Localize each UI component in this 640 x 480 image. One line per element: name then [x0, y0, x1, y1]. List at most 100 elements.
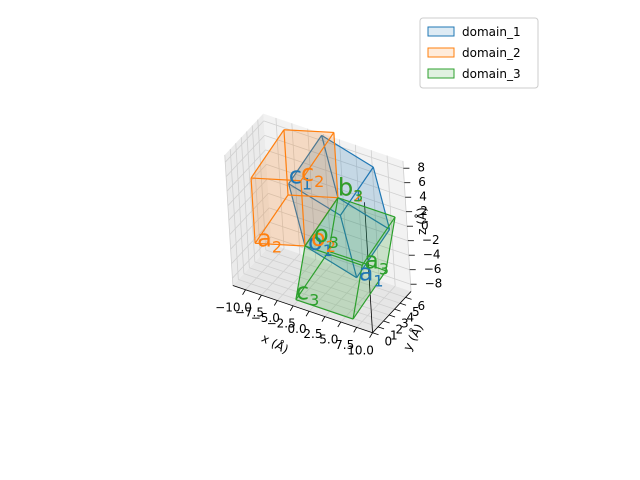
grid-line: [227, 164, 267, 206]
z-tick-label: 2: [420, 204, 428, 218]
box-edge: [321, 134, 374, 168]
grid-line: [231, 222, 271, 264]
box-face: [288, 183, 357, 278]
box-edge: [288, 183, 341, 216]
z-axis-label: z (Å): [414, 207, 429, 235]
box-edge: [337, 197, 390, 230]
box-edge: [356, 229, 391, 279]
grid-line: [243, 273, 384, 322]
z-tick-label: −2: [422, 233, 440, 247]
y-tick-label: 1: [390, 328, 398, 342]
grid-line: [265, 149, 406, 198]
box-edge: [385, 216, 396, 271]
box-edge: [333, 132, 339, 198]
box-edge: [283, 129, 334, 134]
tick-mark: [369, 332, 373, 338]
x-tick-label: −5.0: [251, 311, 280, 325]
box-edge: [328, 197, 339, 252]
grid-line: [249, 267, 390, 316]
x-tick-label: 10.0: [347, 343, 374, 357]
legend-swatch: [427, 47, 455, 58]
box-edge: [304, 245, 363, 266]
box-edge: [288, 135, 323, 185]
grid-line: [263, 120, 404, 169]
floor-pane: [232, 244, 412, 333]
box-edge: [300, 180, 306, 247]
box-face: [305, 197, 390, 278]
y-tick-label: 0: [385, 334, 393, 348]
grid-line: [228, 178, 268, 221]
box-face: [251, 129, 334, 181]
legend-swatch: [427, 68, 455, 79]
grid-line: [356, 285, 396, 328]
box-face: [251, 129, 288, 244]
box-face: [288, 135, 338, 246]
legend-label: domain_1: [462, 25, 521, 39]
tick-mark: [405, 296, 412, 300]
box-face: [305, 197, 396, 266]
z-tick-label: 4: [419, 190, 427, 204]
legend-label: domain_2: [462, 46, 521, 60]
tick-mark: [258, 294, 262, 301]
tick-mark: [289, 305, 294, 312]
tick-mark: [321, 316, 326, 322]
grid-line: [261, 253, 301, 296]
box-face: [255, 195, 338, 246]
tick-mark: [372, 332, 379, 336]
box-face: [288, 135, 374, 216]
tick-mark: [383, 320, 390, 324]
box-edge: [352, 265, 363, 320]
box-edge: [300, 132, 335, 182]
axis-lines: [232, 202, 412, 334]
box-edge: [337, 197, 396, 218]
x-axis-label: x (Å): [259, 330, 291, 357]
tick-mark: [242, 289, 246, 295]
z-axis-line: [364, 202, 373, 333]
grid-line: [225, 135, 265, 177]
grid-line: [277, 258, 317, 301]
box-edge: [255, 242, 306, 247]
box-edge: [254, 194, 289, 244]
y-tick-label: 5: [412, 305, 420, 319]
grid-line: [292, 264, 332, 307]
x-tick-label: 5.0: [319, 333, 338, 347]
box-edge: [295, 245, 306, 300]
tick-mark: [305, 311, 310, 317]
x-tick-label: −2.5: [267, 316, 296, 330]
legend-label: domain_3: [462, 67, 521, 81]
y-tick-label: 2: [396, 322, 404, 336]
y-tick-label: 3: [401, 317, 409, 331]
grid-line: [224, 120, 264, 163]
domain-boxes: [250, 129, 396, 320]
box-edge: [361, 216, 396, 266]
z-tick-label: 6: [418, 175, 426, 189]
box-edge: [295, 299, 354, 320]
grid-line: [230, 207, 270, 250]
grid-line: [264, 135, 405, 184]
z-tick-label: −8: [425, 277, 443, 291]
box-face: [300, 132, 338, 246]
z-tick-label: 0: [421, 219, 429, 233]
tick-mark: [399, 302, 407, 306]
tick-mark: [377, 326, 385, 330]
grid-line: [260, 255, 401, 304]
tick-mark: [353, 327, 358, 333]
tick-labels: −10.0−7.5−5.0−2.50.02.55.07.510.00123456…: [215, 161, 442, 358]
box-edge: [250, 129, 285, 179]
x-axis-line: [232, 285, 373, 334]
box-edge: [288, 183, 306, 247]
y-tick-label: 6: [418, 299, 426, 313]
box-edge: [304, 197, 339, 247]
box-edge: [295, 251, 330, 301]
box-face: [321, 135, 390, 230]
box-edge: [352, 270, 387, 320]
grid-line: [270, 236, 411, 285]
x-tick-label: −7.5: [235, 306, 264, 320]
box-edge: [287, 194, 338, 199]
box-face: [340, 167, 390, 278]
z-tick-label: 8: [417, 161, 425, 175]
box-face: [328, 197, 396, 271]
grid-line: [268, 207, 409, 256]
